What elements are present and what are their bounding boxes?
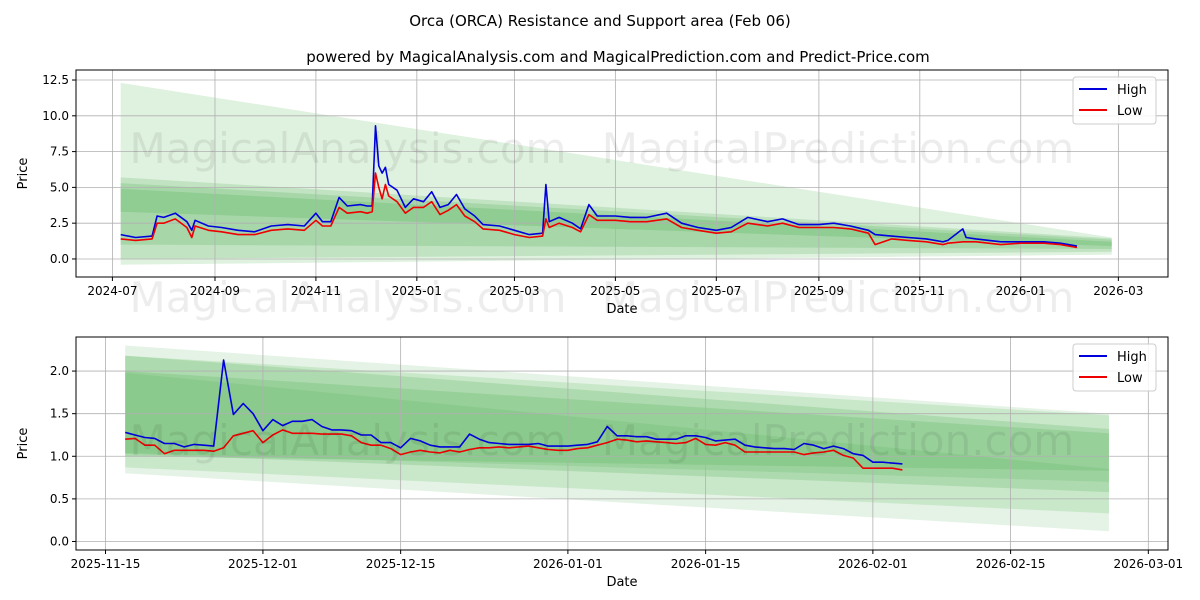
support-resistance-band (120, 82, 1112, 265)
watermark: MagicalAnalysis.com (130, 416, 567, 465)
watermark: MagicalPrediction.com (602, 124, 1075, 173)
x-tick-label: 2025-05 (590, 284, 640, 298)
chart-title: Orca (ORCA) Resistance and Support area … (409, 12, 791, 30)
x-tick-label: 2026-01-15 (671, 557, 741, 571)
plot-frame (75, 336, 1169, 551)
support-resistance-band (125, 345, 1109, 532)
y-tick-label: 2.0 (50, 364, 69, 378)
legend: High Low (1072, 343, 1157, 392)
legend: High Low (1072, 76, 1157, 125)
plot-frame (75, 69, 1169, 278)
y-tick-label: 2.5 (50, 216, 69, 230)
support-resistance-band (120, 177, 1112, 259)
y-tick-label: 12.5 (42, 73, 69, 87)
x-tick-label: 2026-03 (1093, 284, 1143, 298)
y-tick-label: 1.0 (50, 449, 69, 463)
watermark: MagicalAnalysis.com (130, 124, 567, 173)
support-resistance-band (125, 372, 1109, 482)
chart-2: 2025-11-15 2025-12-01 2025-12-15 2026-01-01… (16, 336, 1183, 590)
watermark: MagicalPrediction.com (602, 273, 1075, 322)
x-tick-label: 2026-01 (996, 284, 1046, 298)
x-axis-label: Date (606, 575, 637, 590)
x-tick-label: 2026-02-15 (976, 557, 1046, 571)
x-tick-label: 2025-11-15 (71, 557, 141, 571)
x-tick-label: 2025-12-15 (366, 557, 436, 571)
series-line-low (125, 429, 903, 471)
x-tick-label: 2026-01-01 (533, 557, 603, 571)
x-tick-label: 2025-12-01 (228, 557, 298, 571)
x-tick-label: 2024-07 (87, 284, 137, 298)
chart-1: 2024-07 2024-09 2024-11 2025-01 2025-03 2025-… (16, 69, 1169, 317)
x-tick-label: 2026-03-01 (1113, 557, 1183, 571)
series-line-high (124, 359, 903, 465)
legend-label-low: Low (1117, 104, 1143, 119)
legend-label-high: High (1117, 350, 1147, 365)
y-tick-label: 0.5 (50, 492, 69, 506)
y-tick-label: 7.5 (50, 145, 69, 159)
watermark: MagicalAnalysis.com (130, 273, 567, 322)
y-tick-label: 1.5 (50, 407, 69, 421)
x-tick-label: 2026-02-01 (838, 557, 908, 571)
y-tick-label: 10.0 (42, 109, 69, 123)
y-axis-label: Price (16, 428, 31, 460)
series-line-high (120, 125, 1078, 247)
x-tick-label: 2025-03 (489, 284, 539, 298)
x-tick-label: 2025-07 (691, 284, 741, 298)
legend-label-low: Low (1117, 371, 1143, 386)
x-tick-label: 2024-09 (190, 284, 240, 298)
support-resistance-band (125, 355, 1109, 493)
x-axis-label: Date (606, 302, 637, 317)
x-tick-label: 2025-01 (392, 284, 442, 298)
y-tick-label: 0.0 (50, 534, 69, 548)
legend-label-high: High (1117, 83, 1147, 98)
x-tick-label: 2025-09 (794, 284, 844, 298)
watermark: MagicalPrediction.com (602, 416, 1075, 465)
y-tick-label: 5.0 (50, 180, 69, 194)
y-axis-label: Price (16, 158, 31, 190)
x-tick-label: 2025-11 (895, 284, 945, 298)
chart-subtitle: powered by MagicalAnalysis.com and Magic… (306, 48, 930, 66)
support-resistance-band (125, 355, 1109, 514)
y-tick-label: 0.0 (50, 252, 69, 266)
series-line-low (120, 172, 1078, 249)
x-tick-label: 2024-11 (291, 284, 341, 298)
